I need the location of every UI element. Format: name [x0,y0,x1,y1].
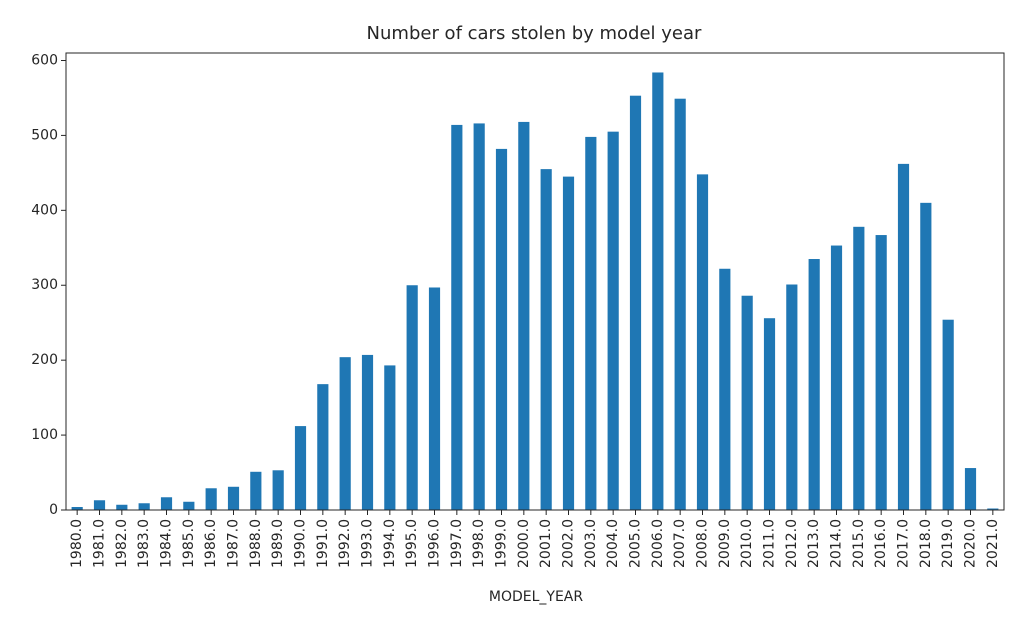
x-tick-label: 1995.0 [404,519,420,568]
bar-2015.0 [853,226,865,510]
bar-1986.0 [205,488,217,510]
bar-2009.0 [719,268,731,510]
x-tick-label: 2015.0 [851,519,867,568]
x-tick-label: 1985.0 [181,519,197,568]
bar-2008.0 [696,174,709,510]
bar-1990.0 [294,426,307,510]
bar-2003.0 [585,136,597,510]
bar-2005.0 [629,95,642,510]
x-tick-label: 1991.0 [315,519,331,568]
bar-2012.0 [786,284,798,510]
bar-1987.0 [227,486,240,510]
y-tick-label: 200 [31,352,58,368]
y-tick-label: 500 [31,127,58,143]
bar-1996.0 [428,287,441,510]
bar-1992.0 [339,357,351,510]
x-axis-label: MODEL_YEAR [489,589,583,605]
x-tick-label: 1987.0 [226,519,242,568]
bar-2017.0 [897,163,910,510]
x-tick-label: 1989.0 [270,519,286,568]
bar-1997.0 [451,124,463,511]
x-tick-label: 2011.0 [762,519,778,568]
x-tick-label: 2012.0 [784,519,800,568]
x-tick-label: 2008.0 [695,519,711,568]
x-tick-label: 2017.0 [896,519,912,568]
x-tick-label: 1996.0 [427,519,443,568]
x-tick-label: 2016.0 [873,519,889,568]
x-tick-label: 2021.0 [985,519,1001,568]
bar-1983.0 [138,503,150,510]
y-axis: 0 100 200 300 400 500 600 [31,52,66,518]
bar-1981.0 [93,500,106,510]
x-tick-label: 2019.0 [940,519,956,568]
y-tick-label: 300 [31,277,58,293]
bar-1998.0 [473,123,485,511]
bar-1988.0 [250,471,262,510]
x-tick-label: 2013.0 [806,519,822,568]
x-tick-label: 1982.0 [114,519,130,568]
bar-2004.0 [607,131,619,510]
x-tick-label: 1990.0 [293,519,309,568]
x-axis: 1980.0 1981.0 1982.0 1983.0 1984.0 1985.0 1986… [69,510,1001,568]
x-tick-label: 1984.0 [159,519,175,568]
y-tick-label: 600 [31,52,58,68]
bar-1989.0 [272,470,284,510]
bar-1999.0 [495,148,508,510]
bar-2019.0 [942,319,954,510]
x-tick-label: 1999.0 [494,519,510,568]
bar-2011.0 [763,318,776,510]
y-tick-label: 400 [31,202,58,218]
x-tick-label: 2007.0 [672,519,688,568]
bar-1993.0 [361,354,374,510]
bar-2002.0 [562,176,575,511]
x-tick-label: 2018.0 [918,519,934,568]
bar-1991.0 [317,384,329,510]
x-tick-label: 2000.0 [516,519,532,568]
x-tick-label: 2005.0 [628,519,644,568]
bar-1980.0 [71,507,83,510]
x-tick-label: 2004.0 [605,519,621,568]
bar-2001.0 [540,169,552,510]
bar-2010.0 [741,295,753,510]
bar-1994.0 [384,365,396,510]
bar-2000.0 [518,121,530,511]
y-tick-label: 0 [49,502,58,518]
x-tick-label: 1983.0 [136,519,152,568]
x-tick-label: 2010.0 [739,519,755,568]
x-tick-label: 2014.0 [829,519,845,568]
y-tick-label: 100 [31,427,58,443]
bar-2013.0 [808,259,820,510]
x-tick-label: 2006.0 [650,519,666,568]
x-tick-label: 1988.0 [248,519,264,568]
x-tick-label: 1981.0 [92,519,108,568]
bar-1982.0 [116,504,128,510]
chart-title: Number of cars stolen by model year [367,23,703,44]
bar-2007.0 [674,98,686,510]
x-tick-label: 2003.0 [583,519,599,568]
bar-2018.0 [920,202,932,510]
bar-2014.0 [830,245,843,511]
x-tick-label: 1994.0 [382,519,398,568]
bar-1984.0 [160,497,173,510]
bar-2021.0 [987,508,999,510]
x-tick-label: 1980.0 [69,519,85,568]
bar-2016.0 [875,235,887,511]
x-tick-label: 2001.0 [538,519,554,568]
bar-2006.0 [652,72,664,510]
x-tick-label: 1997.0 [449,519,465,568]
bar-1985.0 [183,501,195,510]
x-tick-label: 1986.0 [203,519,219,568]
x-tick-label: 1993.0 [360,519,376,568]
x-tick-label: 2020.0 [963,519,979,568]
bar-2020.0 [964,468,977,510]
x-tick-label: 2002.0 [561,519,577,568]
plot-frame [65,52,1005,511]
x-tick-label: 1992.0 [337,519,353,568]
x-tick-label: 1998.0 [471,519,487,568]
bars-group [71,72,999,511]
bar-1995.0 [406,285,418,510]
x-tick-label: 2009.0 [717,519,733,568]
